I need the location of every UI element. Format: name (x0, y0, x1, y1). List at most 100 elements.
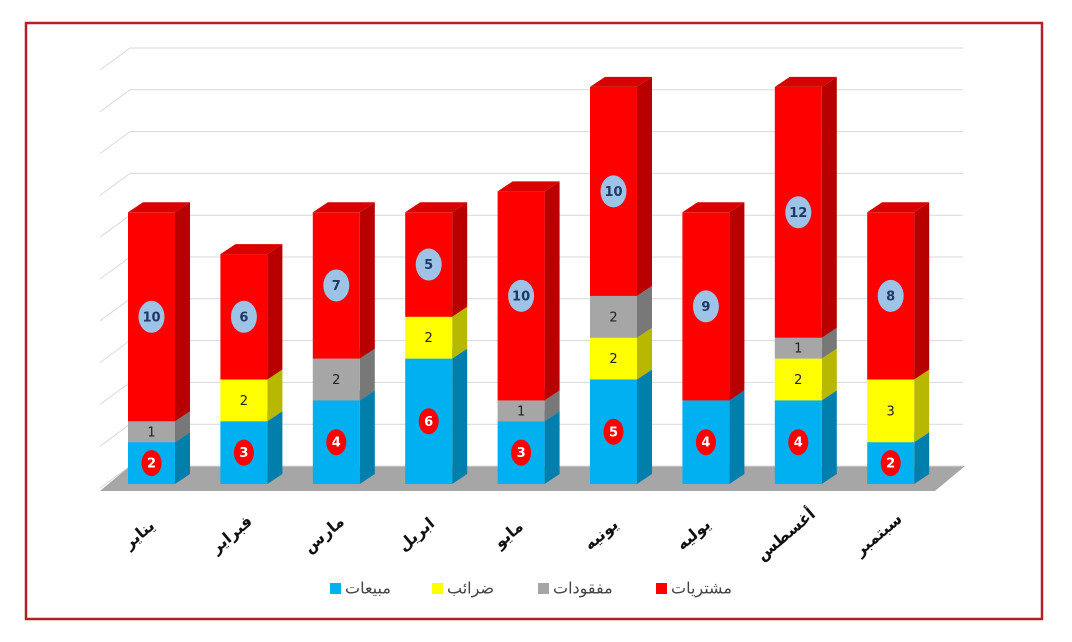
data-label: 2 (425, 331, 433, 346)
bar-side (821, 348, 837, 401)
data-label: 1 (517, 404, 525, 419)
bar-side (821, 327, 837, 359)
data-label: 2 (609, 310, 617, 325)
bar-side (452, 348, 468, 484)
bar-top (774, 76, 837, 87)
data-label: 10 (512, 289, 530, 304)
bar-side (452, 306, 468, 359)
data-label: 2 (794, 373, 802, 388)
bar-side (821, 390, 837, 484)
bar-side (914, 432, 930, 484)
data-label: 10 (604, 185, 622, 200)
data-label: 2 (886, 457, 895, 472)
bar-segment (497, 400, 545, 422)
label-badge (138, 300, 165, 333)
bar-segment (867, 379, 915, 443)
bar-side (637, 327, 652, 380)
bar-segment (774, 358, 822, 401)
grid-line (99, 172, 963, 196)
label-badge (415, 248, 442, 281)
label-badge (695, 429, 716, 456)
legend-swatch (656, 583, 667, 594)
bar-side (544, 411, 560, 484)
label-badge (788, 429, 809, 456)
bar-side (544, 181, 560, 401)
data-label: 4 (701, 436, 710, 451)
bar-segment (774, 337, 822, 359)
data-label: 4 (794, 436, 803, 451)
label-badge (785, 196, 812, 229)
label-badge (692, 290, 719, 323)
label-badge (880, 450, 901, 477)
bar-side (914, 369, 930, 443)
data-label: 6 (424, 415, 433, 430)
label-badge (141, 450, 162, 477)
bar-side (821, 76, 837, 338)
grid-line (99, 47, 963, 71)
label-badge (603, 418, 624, 445)
legend-swatch (330, 583, 341, 594)
legend-label: ضرائب (447, 579, 494, 599)
bar-side (729, 390, 745, 484)
bar-segment (128, 421, 175, 443)
bar-side (544, 390, 560, 422)
bar-side (359, 202, 375, 359)
legend-label: مفقودات (553, 579, 613, 599)
bar-top (128, 202, 190, 213)
grid-line (99, 89, 963, 113)
label-badge (418, 408, 439, 435)
bar-side (637, 369, 652, 484)
data-label: 6 (239, 310, 248, 325)
bar-top (405, 202, 468, 213)
bar-top (497, 181, 560, 192)
data-label: 4 (332, 436, 341, 451)
data-label: 7 (332, 279, 341, 294)
label-badge (877, 279, 904, 312)
label-badge (508, 279, 535, 312)
label-badge (600, 175, 627, 208)
data-label: 8 (886, 289, 895, 304)
legend-label: مشتريات (671, 579, 732, 599)
bar-segment (590, 337, 637, 380)
bar-segment (220, 379, 268, 422)
bar-side (729, 202, 745, 401)
data-label: 2 (240, 394, 248, 409)
bar-side (267, 369, 283, 422)
bar-side (637, 76, 652, 296)
legend-swatch (538, 583, 549, 594)
label-badge (233, 439, 254, 466)
bar-side (452, 202, 468, 317)
data-label: 5 (609, 425, 618, 440)
data-label: 3 (239, 446, 248, 461)
bar-side (637, 285, 652, 338)
bar-segment (405, 316, 453, 359)
data-label: 2 (332, 373, 340, 388)
bar-side (914, 202, 930, 380)
data-label: 3 (887, 404, 895, 419)
label-badge (230, 300, 257, 333)
label-badge (326, 429, 347, 456)
bar-segment (590, 295, 637, 338)
legend-label: مبيعات (345, 579, 391, 598)
bar-side (175, 432, 190, 484)
bar-side (267, 244, 283, 380)
bar-top (682, 202, 745, 213)
label-badge (511, 439, 532, 466)
chart-border (24, 21, 1044, 621)
label-badge (323, 269, 350, 302)
bar-segment (312, 358, 360, 401)
bar-top (312, 202, 375, 213)
data-label: 5 (424, 258, 433, 273)
bar-top (220, 244, 283, 255)
data-label: 12 (789, 206, 807, 221)
data-label: 2 (609, 352, 617, 367)
data-label: 10 (142, 310, 160, 325)
bar-top (867, 202, 930, 213)
data-label: 1 (147, 425, 155, 440)
bar-side (359, 390, 375, 484)
bar-side (267, 411, 283, 484)
legend-swatch (432, 583, 443, 594)
bar-side (359, 348, 375, 401)
data-label: 1 (794, 342, 802, 357)
grid-line (99, 131, 963, 155)
